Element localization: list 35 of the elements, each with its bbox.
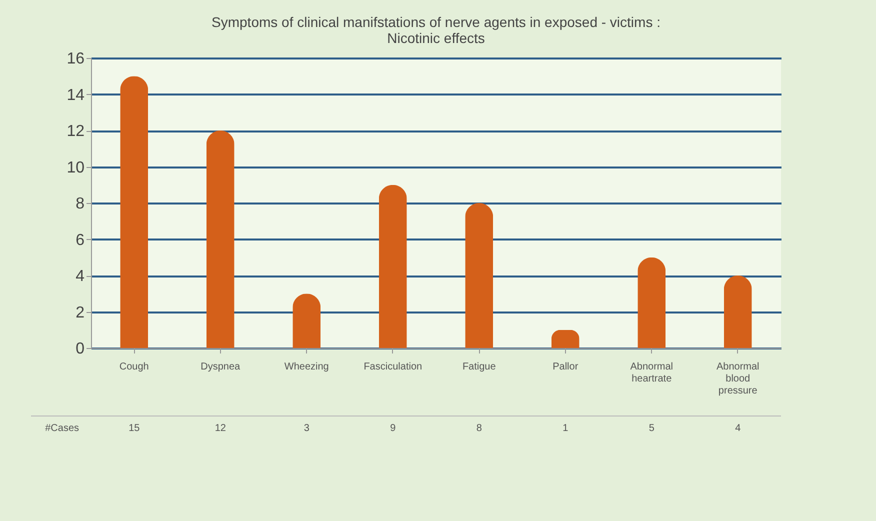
y-tick-label: 8 — [76, 196, 85, 212]
x-tick-label: Dyspnea — [200, 362, 241, 372]
data-label: 5 — [648, 423, 655, 434]
text: #Cases — [45, 423, 79, 434]
data-label: 3 — [304, 423, 310, 434]
x-tick-label: Abnormal heartrate — [630, 362, 674, 384]
y-tick-label: 14 — [66, 86, 85, 104]
y-tick-label: 12 — [66, 123, 85, 140]
bar — [206, 130, 234, 348]
x-tick-label: Wheezing — [284, 362, 329, 372]
y-tick-label: 0 — [76, 340, 85, 358]
bar — [638, 257, 666, 348]
bar — [551, 330, 580, 348]
x-tick-label: Abnormal blood pressure — [716, 362, 760, 396]
chart-title: Symptoms of clinical manifstations of nerve agents in exposed - victims : Nicotinic effects — [212, 14, 660, 46]
data-label: 1 — [562, 423, 569, 434]
y-tick-label: 16 — [66, 50, 85, 68]
x-tick-label: Fatigue — [462, 362, 496, 372]
y-tick-label: 4 — [76, 268, 85, 285]
data-label: 8 — [476, 423, 482, 434]
data-label: 12 — [214, 423, 226, 434]
bar — [120, 76, 148, 348]
bar — [465, 203, 494, 348]
x-tick-label: Cough — [119, 362, 149, 372]
bar — [292, 294, 321, 348]
data-label: 9 — [390, 423, 396, 434]
y-tick-label: 2 — [76, 304, 85, 322]
y-tick-label: 6 — [76, 232, 85, 249]
data-label: 4 — [735, 423, 742, 434]
data-label: 15 — [128, 423, 140, 434]
x-tick-label: Pallor — [552, 362, 579, 372]
x-tick-label: Fasciculation — [364, 362, 422, 372]
y-tick-label: 10 — [66, 159, 85, 176]
bar — [724, 276, 752, 348]
bar — [378, 184, 407, 348]
